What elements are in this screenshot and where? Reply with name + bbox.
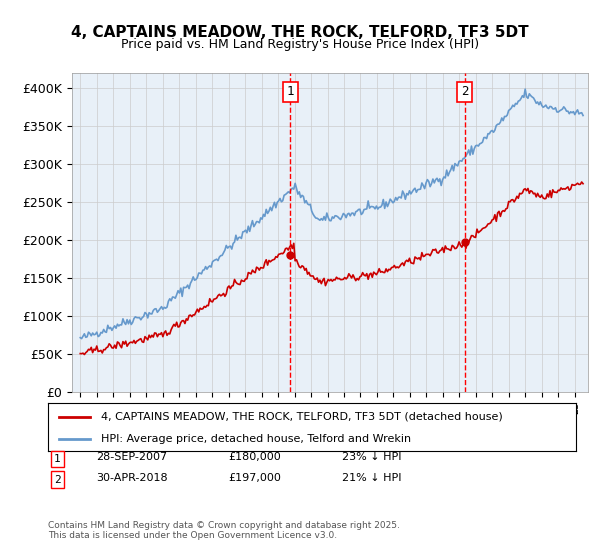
Text: Price paid vs. HM Land Registry's House Price Index (HPI): Price paid vs. HM Land Registry's House … — [121, 38, 479, 51]
Text: £197,000: £197,000 — [228, 473, 281, 483]
Text: 21% ↓ HPI: 21% ↓ HPI — [342, 473, 401, 483]
Text: £180,000: £180,000 — [228, 452, 281, 463]
Text: 2: 2 — [54, 475, 61, 485]
Text: 1: 1 — [54, 454, 61, 464]
Text: 1: 1 — [287, 85, 294, 99]
Text: 30-APR-2018: 30-APR-2018 — [96, 473, 167, 483]
Text: 4, CAPTAINS MEADOW, THE ROCK, TELFORD, TF3 5DT: 4, CAPTAINS MEADOW, THE ROCK, TELFORD, T… — [71, 25, 529, 40]
Text: HPI: Average price, detached house, Telford and Wrekin: HPI: Average price, detached house, Telf… — [101, 434, 411, 444]
Text: Contains HM Land Registry data © Crown copyright and database right 2025.
This d: Contains HM Land Registry data © Crown c… — [48, 521, 400, 540]
Text: 28-SEP-2007: 28-SEP-2007 — [96, 452, 167, 463]
Text: 4, CAPTAINS MEADOW, THE ROCK, TELFORD, TF3 5DT (detached house): 4, CAPTAINS MEADOW, THE ROCK, TELFORD, T… — [101, 412, 503, 422]
Text: 23% ↓ HPI: 23% ↓ HPI — [342, 452, 401, 463]
Text: 2: 2 — [461, 85, 469, 99]
